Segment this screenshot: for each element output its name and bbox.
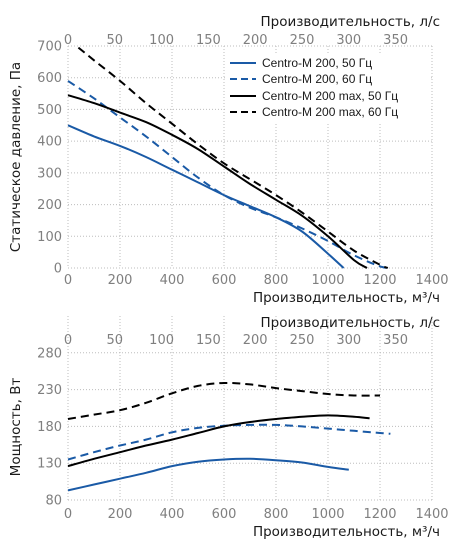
legend-entry-3: Centro-M 200 max, 50 Гц bbox=[230, 89, 398, 103]
pressure-x-tick-label: 0 bbox=[64, 273, 72, 288]
pressure-top-tick-label: 250 bbox=[290, 33, 315, 48]
pressure-y-tick-label: 0 bbox=[54, 262, 62, 277]
pressure-series-line-3 bbox=[67, 94, 368, 269]
power-top-tick-label: 300 bbox=[336, 333, 361, 348]
pressure-series-line-1 bbox=[67, 124, 345, 269]
power-x-tick-label: 1200 bbox=[363, 507, 396, 522]
pressure-top-tick-label: 200 bbox=[243, 33, 268, 48]
power-chart-y-ticks: 80 130 180 230 280 bbox=[37, 346, 62, 508]
pressure-chart-series bbox=[67, 46, 391, 269]
pressure-chart-y-ticks: 0 100 200 300 400 500 600 700 bbox=[37, 40, 62, 277]
power-y-tick-label: 230 bbox=[37, 383, 62, 398]
power-series-line-4 bbox=[67, 381, 381, 420]
pressure-top-tick-label: 350 bbox=[383, 33, 408, 48]
power-top-tick-label: 0 bbox=[64, 333, 72, 348]
power-y-tick-label: 280 bbox=[37, 346, 62, 361]
power-y-tick-label: 180 bbox=[37, 420, 62, 435]
pressure-x-tick-label: 1400 bbox=[415, 273, 448, 288]
pressure-series-line-4 bbox=[77, 46, 389, 269]
power-x-tick-label: 400 bbox=[160, 507, 185, 522]
power-x-tick-label: 1400 bbox=[415, 507, 448, 522]
power-y-tick-label: 80 bbox=[45, 494, 62, 509]
pressure-top-tick-label: 300 bbox=[336, 33, 361, 48]
pressure-top-tick-label: 150 bbox=[196, 33, 221, 48]
pressure-chart-top-ticks: 0 50 100 150 200 250 300 350 bbox=[64, 33, 408, 48]
pressure-series-line-2 bbox=[67, 80, 391, 269]
legend-entry-2: Centro-M 200, 60 Гц bbox=[230, 72, 372, 86]
power-top-tick-label: 150 bbox=[196, 333, 221, 348]
pressure-y-tick-label: 600 bbox=[37, 71, 62, 86]
power-chart-series bbox=[67, 381, 391, 492]
pressure-y-tick-label: 500 bbox=[37, 103, 62, 118]
power-x-tick-label: 1000 bbox=[311, 507, 344, 522]
power-top-tick-label: 350 bbox=[383, 333, 408, 348]
pressure-x-tick-label: 1200 bbox=[363, 273, 396, 288]
legend-background bbox=[226, 54, 431, 122]
pressure-y-tick-label: 300 bbox=[37, 166, 62, 181]
power-chart-x-axis-title: Производительность, м³/ч bbox=[253, 524, 440, 540]
power-series-line-3 bbox=[67, 414, 370, 468]
pressure-top-tick-label: 0 bbox=[64, 33, 72, 48]
pressure-y-tick-label: 100 bbox=[37, 230, 62, 245]
pressure-chart-y-axis-title: Статическое давление, Па bbox=[8, 62, 24, 252]
power-x-tick-label: 600 bbox=[212, 507, 237, 522]
pressure-x-tick-label: 800 bbox=[264, 273, 289, 288]
power-chart-top-ticks: 0 50 100 150 200 250 300 350 bbox=[64, 333, 408, 348]
legend-label-4: Centro-M 200 max, 60 Гц bbox=[262, 105, 398, 119]
pressure-x-tick-label: 600 bbox=[212, 273, 237, 288]
power-y-tick-label: 130 bbox=[37, 457, 62, 472]
power-chart-top-axis-title: Производительность, л/с bbox=[260, 315, 440, 331]
power-top-tick-label: 200 bbox=[243, 333, 268, 348]
pressure-top-tick-label: 50 bbox=[107, 33, 124, 48]
legend-label-3: Centro-M 200 max, 50 Гц bbox=[262, 89, 398, 103]
legend-label-1: Centro-M 200, 50 Гц bbox=[262, 56, 372, 70]
power-chart-x-ticks: 0 200 400 600 800 1000 1200 1400 bbox=[64, 507, 449, 522]
power-x-tick-label: 200 bbox=[108, 507, 133, 522]
pressure-x-tick-label: 1000 bbox=[311, 273, 344, 288]
pressure-y-tick-label: 400 bbox=[37, 135, 62, 150]
pressure-x-tick-label: 400 bbox=[160, 273, 185, 288]
pressure-chart-top-axis-title: Производительность, л/с bbox=[260, 14, 440, 30]
power-chart-y-axis-title: Мощность, Вт bbox=[8, 378, 24, 477]
pressure-chart-x-axis-title: Производительность, м³/ч bbox=[253, 290, 440, 306]
pressure-chart-x-ticks: 0 200 400 600 800 1000 1200 1400 bbox=[64, 273, 449, 288]
pressure-chart: Производительность, л/с 0100200300400500… bbox=[8, 14, 449, 306]
pressure-chart-legend: Centro-M 200, 50 Гц Centro-M 200, 60 Гц … bbox=[226, 54, 431, 122]
power-top-tick-label: 250 bbox=[290, 333, 315, 348]
power-top-tick-label: 100 bbox=[149, 333, 174, 348]
legend-label-2: Centro-M 200, 60 Гц bbox=[262, 72, 372, 86]
power-chart-grid bbox=[67, 316, 433, 501]
power-series-line-2 bbox=[67, 423, 391, 461]
power-x-tick-label: 0 bbox=[64, 507, 72, 522]
pressure-top-tick-label: 100 bbox=[149, 33, 174, 48]
legend-entry-4: Centro-M 200 max, 60 Гц bbox=[230, 105, 398, 119]
legend-entry-1: Centro-M 200, 50 Гц bbox=[230, 56, 372, 70]
power-x-tick-label: 800 bbox=[264, 507, 289, 522]
power-series-line-1 bbox=[67, 457, 349, 492]
power-top-tick-label: 50 bbox=[107, 333, 124, 348]
pressure-x-tick-label: 200 bbox=[108, 273, 133, 288]
pressure-y-tick-label: 700 bbox=[37, 40, 62, 55]
power-chart: Производительность, л/с 80 130 180 230 280 0… bbox=[8, 315, 449, 540]
pressure-y-tick-label: 200 bbox=[37, 198, 62, 213]
